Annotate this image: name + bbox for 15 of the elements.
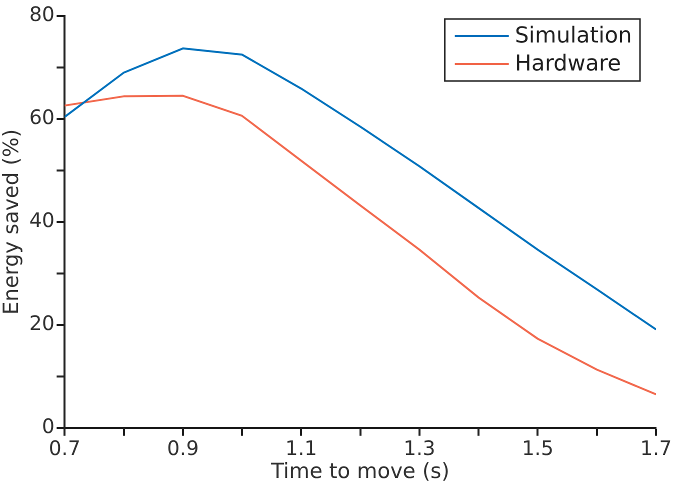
x-tick-label: 0.7 [48, 436, 81, 460]
y-tick-label: 20 [29, 311, 55, 336]
legend-label: Hardware [514, 52, 622, 77]
x-tick-label: 1.3 [404, 436, 436, 460]
x-axis-title: Time to move (s) [270, 458, 450, 483]
y-axis-title: Energy saved (%) [0, 129, 24, 315]
y-tick-label: 40 [29, 208, 55, 232]
x-tick-label: 1.5 [522, 436, 554, 460]
y-tick-label: 80 [29, 2, 55, 26]
x-tick-label: 0.9 [167, 436, 199, 460]
x-tick-label: 1.7 [640, 436, 672, 460]
x-tick-label: 1.1 [285, 436, 318, 460]
y-tick-label: 60 [29, 105, 55, 130]
y-tick-label: 0 [42, 414, 55, 438]
legend-label: Simulation [514, 24, 632, 49]
